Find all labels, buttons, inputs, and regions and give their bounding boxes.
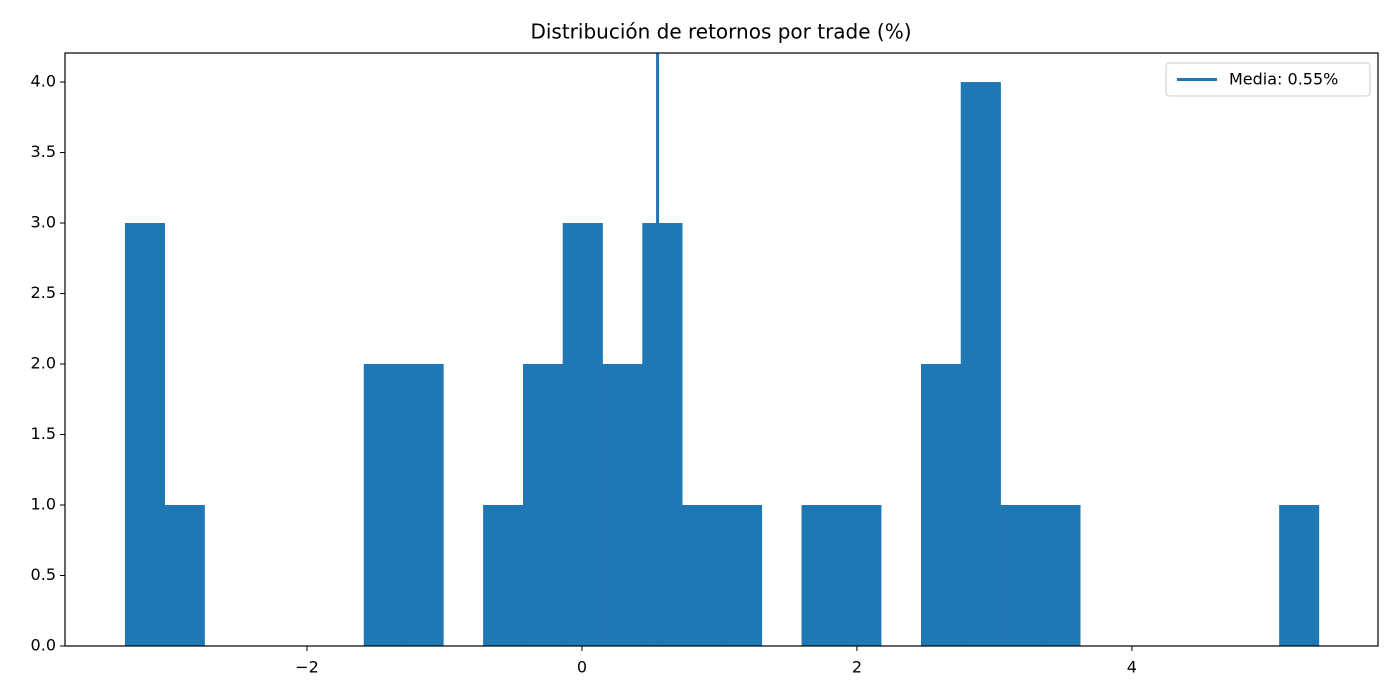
x-tick-label: 2: [852, 658, 862, 677]
bar: [801, 505, 842, 646]
legend-box: [1165, 62, 1371, 97]
bar: [841, 505, 882, 646]
bar: [483, 505, 524, 646]
bar: [403, 364, 444, 646]
y-tick-label: 1.0: [31, 495, 56, 514]
bar: [920, 364, 962, 646]
bar: [1040, 505, 1081, 646]
y-tick-label: 2.5: [31, 283, 56, 302]
y-tick-label: 4.0: [31, 72, 56, 91]
bar: [562, 223, 603, 646]
bar: [721, 505, 763, 646]
bar: [642, 223, 683, 646]
bar: [682, 505, 723, 646]
bar: [602, 364, 643, 646]
y-tick-label: 1.5: [31, 424, 56, 443]
legend-label: Media: 0.55%: [1229, 70, 1338, 89]
bar: [164, 505, 205, 646]
bar: [124, 223, 165, 646]
bar: [1279, 505, 1320, 646]
chart-title: Distribución de retornos por trade (%): [530, 20, 911, 44]
y-tick-label: 3.5: [31, 142, 56, 161]
y-tick-label: 3.0: [31, 213, 56, 232]
x-tick-label: −2: [295, 658, 319, 677]
bar: [960, 82, 1001, 646]
plot-frame: [64, 52, 1379, 647]
bar: [363, 364, 404, 646]
y-tick-label: 2.0: [31, 354, 56, 373]
y-tick-label: 0.5: [31, 565, 56, 584]
bar: [1000, 505, 1041, 646]
bar: [522, 364, 564, 646]
x-tick-label: 0: [577, 658, 587, 677]
y-tick-label: 0.0: [31, 636, 56, 655]
x-tick-label: 4: [1127, 658, 1137, 677]
